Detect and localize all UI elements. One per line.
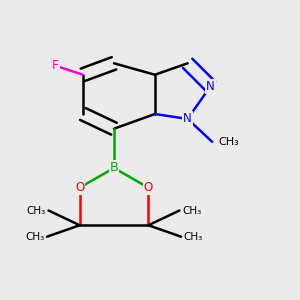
Text: CH₃: CH₃	[27, 206, 46, 215]
Text: B: B	[110, 161, 118, 175]
Text: CH₃: CH₃	[25, 232, 44, 242]
Text: O: O	[144, 181, 153, 194]
Text: F: F	[52, 59, 59, 72]
Text: N: N	[206, 80, 215, 93]
Text: CH₃: CH₃	[182, 206, 201, 215]
Text: N: N	[183, 112, 192, 125]
Text: CH₃: CH₃	[218, 137, 239, 147]
Text: CH₃: CH₃	[184, 232, 203, 242]
Text: O: O	[75, 181, 84, 194]
